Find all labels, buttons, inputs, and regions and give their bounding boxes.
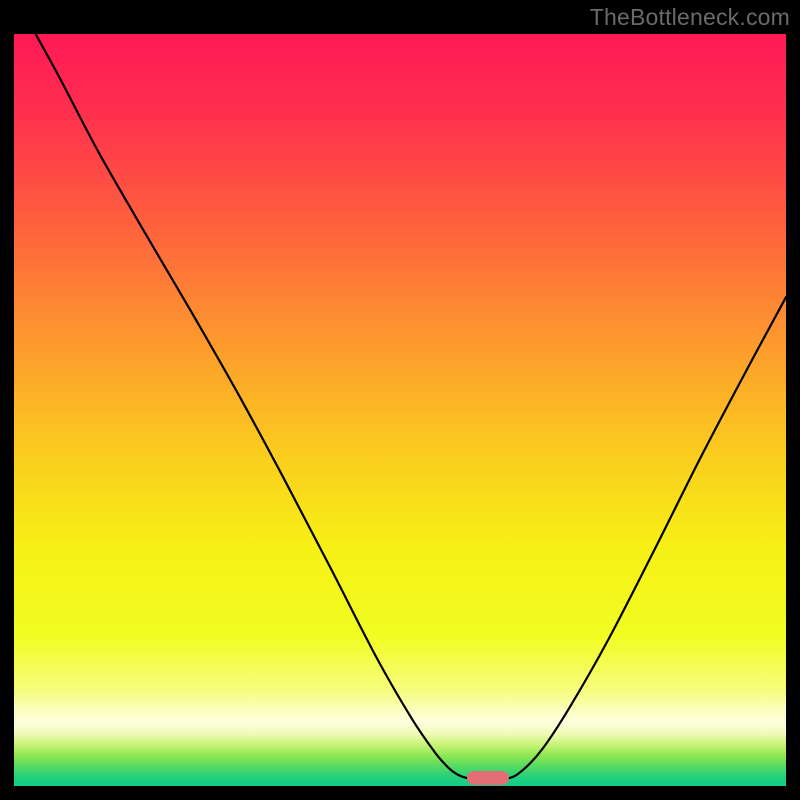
bottleneck-chart <box>14 34 786 786</box>
bottleneck-curve <box>14 34 786 786</box>
optimal-point-marker <box>467 771 509 785</box>
attribution-text: TheBottleneck.com <box>590 4 790 31</box>
